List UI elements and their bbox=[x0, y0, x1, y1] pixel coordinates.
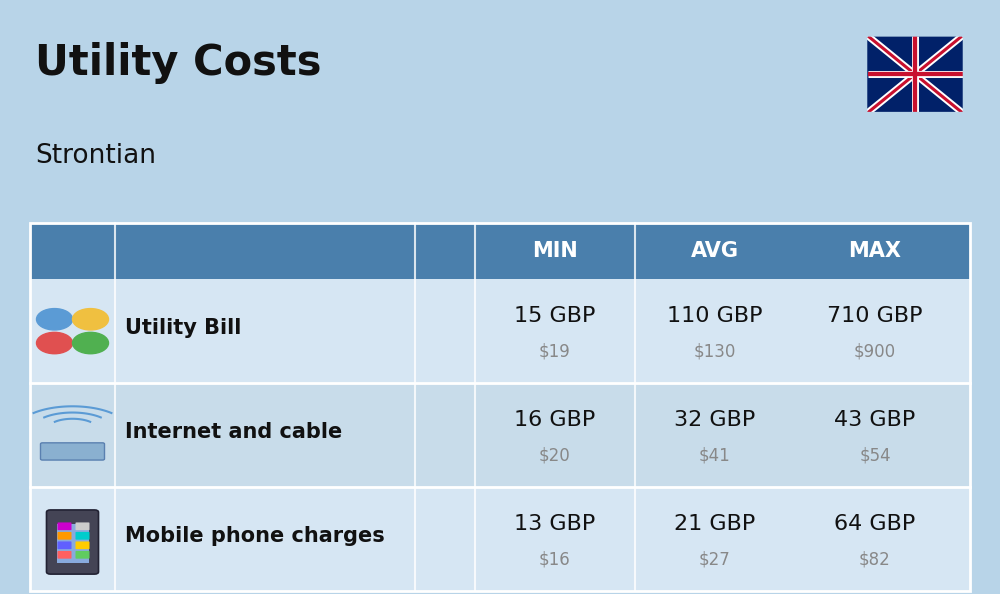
Text: 15 GBP: 15 GBP bbox=[514, 307, 596, 326]
Text: AVG: AVG bbox=[691, 241, 739, 261]
Circle shape bbox=[73, 309, 109, 330]
Text: $20: $20 bbox=[539, 447, 571, 465]
Text: 21 GBP: 21 GBP bbox=[674, 514, 756, 534]
FancyBboxPatch shape bbox=[58, 551, 72, 558]
FancyBboxPatch shape bbox=[58, 532, 72, 539]
Text: $16: $16 bbox=[539, 551, 571, 569]
Text: MIN: MIN bbox=[532, 241, 578, 261]
FancyBboxPatch shape bbox=[47, 510, 98, 574]
Text: $82: $82 bbox=[859, 551, 891, 569]
FancyBboxPatch shape bbox=[76, 541, 90, 549]
Text: 16 GBP: 16 GBP bbox=[514, 410, 596, 430]
Text: $19: $19 bbox=[539, 343, 571, 361]
Text: 110 GBP: 110 GBP bbox=[667, 307, 763, 326]
FancyBboxPatch shape bbox=[76, 532, 90, 539]
Text: MAX: MAX bbox=[848, 241, 902, 261]
FancyBboxPatch shape bbox=[30, 223, 970, 279]
Circle shape bbox=[37, 333, 72, 354]
FancyBboxPatch shape bbox=[58, 541, 72, 549]
Text: Utility Bill: Utility Bill bbox=[125, 318, 241, 338]
FancyBboxPatch shape bbox=[57, 524, 89, 563]
Circle shape bbox=[73, 333, 109, 354]
Text: 710 GBP: 710 GBP bbox=[827, 307, 923, 326]
FancyBboxPatch shape bbox=[30, 487, 970, 591]
Text: Mobile phone charges: Mobile phone charges bbox=[125, 526, 385, 546]
FancyBboxPatch shape bbox=[864, 34, 966, 115]
FancyBboxPatch shape bbox=[30, 383, 970, 487]
FancyBboxPatch shape bbox=[115, 223, 415, 279]
Text: $54: $54 bbox=[859, 447, 891, 465]
FancyBboxPatch shape bbox=[76, 523, 90, 530]
Circle shape bbox=[37, 309, 72, 330]
Text: $900: $900 bbox=[854, 343, 896, 361]
Text: 43 GBP: 43 GBP bbox=[834, 410, 916, 430]
Text: 13 GBP: 13 GBP bbox=[514, 514, 596, 534]
Text: Internet and cable: Internet and cable bbox=[125, 422, 342, 442]
FancyBboxPatch shape bbox=[76, 551, 90, 558]
FancyBboxPatch shape bbox=[58, 523, 72, 530]
FancyBboxPatch shape bbox=[30, 279, 970, 383]
Text: Strontian: Strontian bbox=[35, 143, 156, 169]
Text: Utility Costs: Utility Costs bbox=[35, 42, 322, 84]
FancyBboxPatch shape bbox=[30, 223, 115, 279]
Text: $27: $27 bbox=[699, 551, 731, 569]
FancyBboxPatch shape bbox=[41, 443, 105, 460]
Text: $130: $130 bbox=[694, 343, 736, 361]
Text: $41: $41 bbox=[699, 447, 731, 465]
Text: 32 GBP: 32 GBP bbox=[674, 410, 756, 430]
Text: 64 GBP: 64 GBP bbox=[834, 514, 916, 534]
